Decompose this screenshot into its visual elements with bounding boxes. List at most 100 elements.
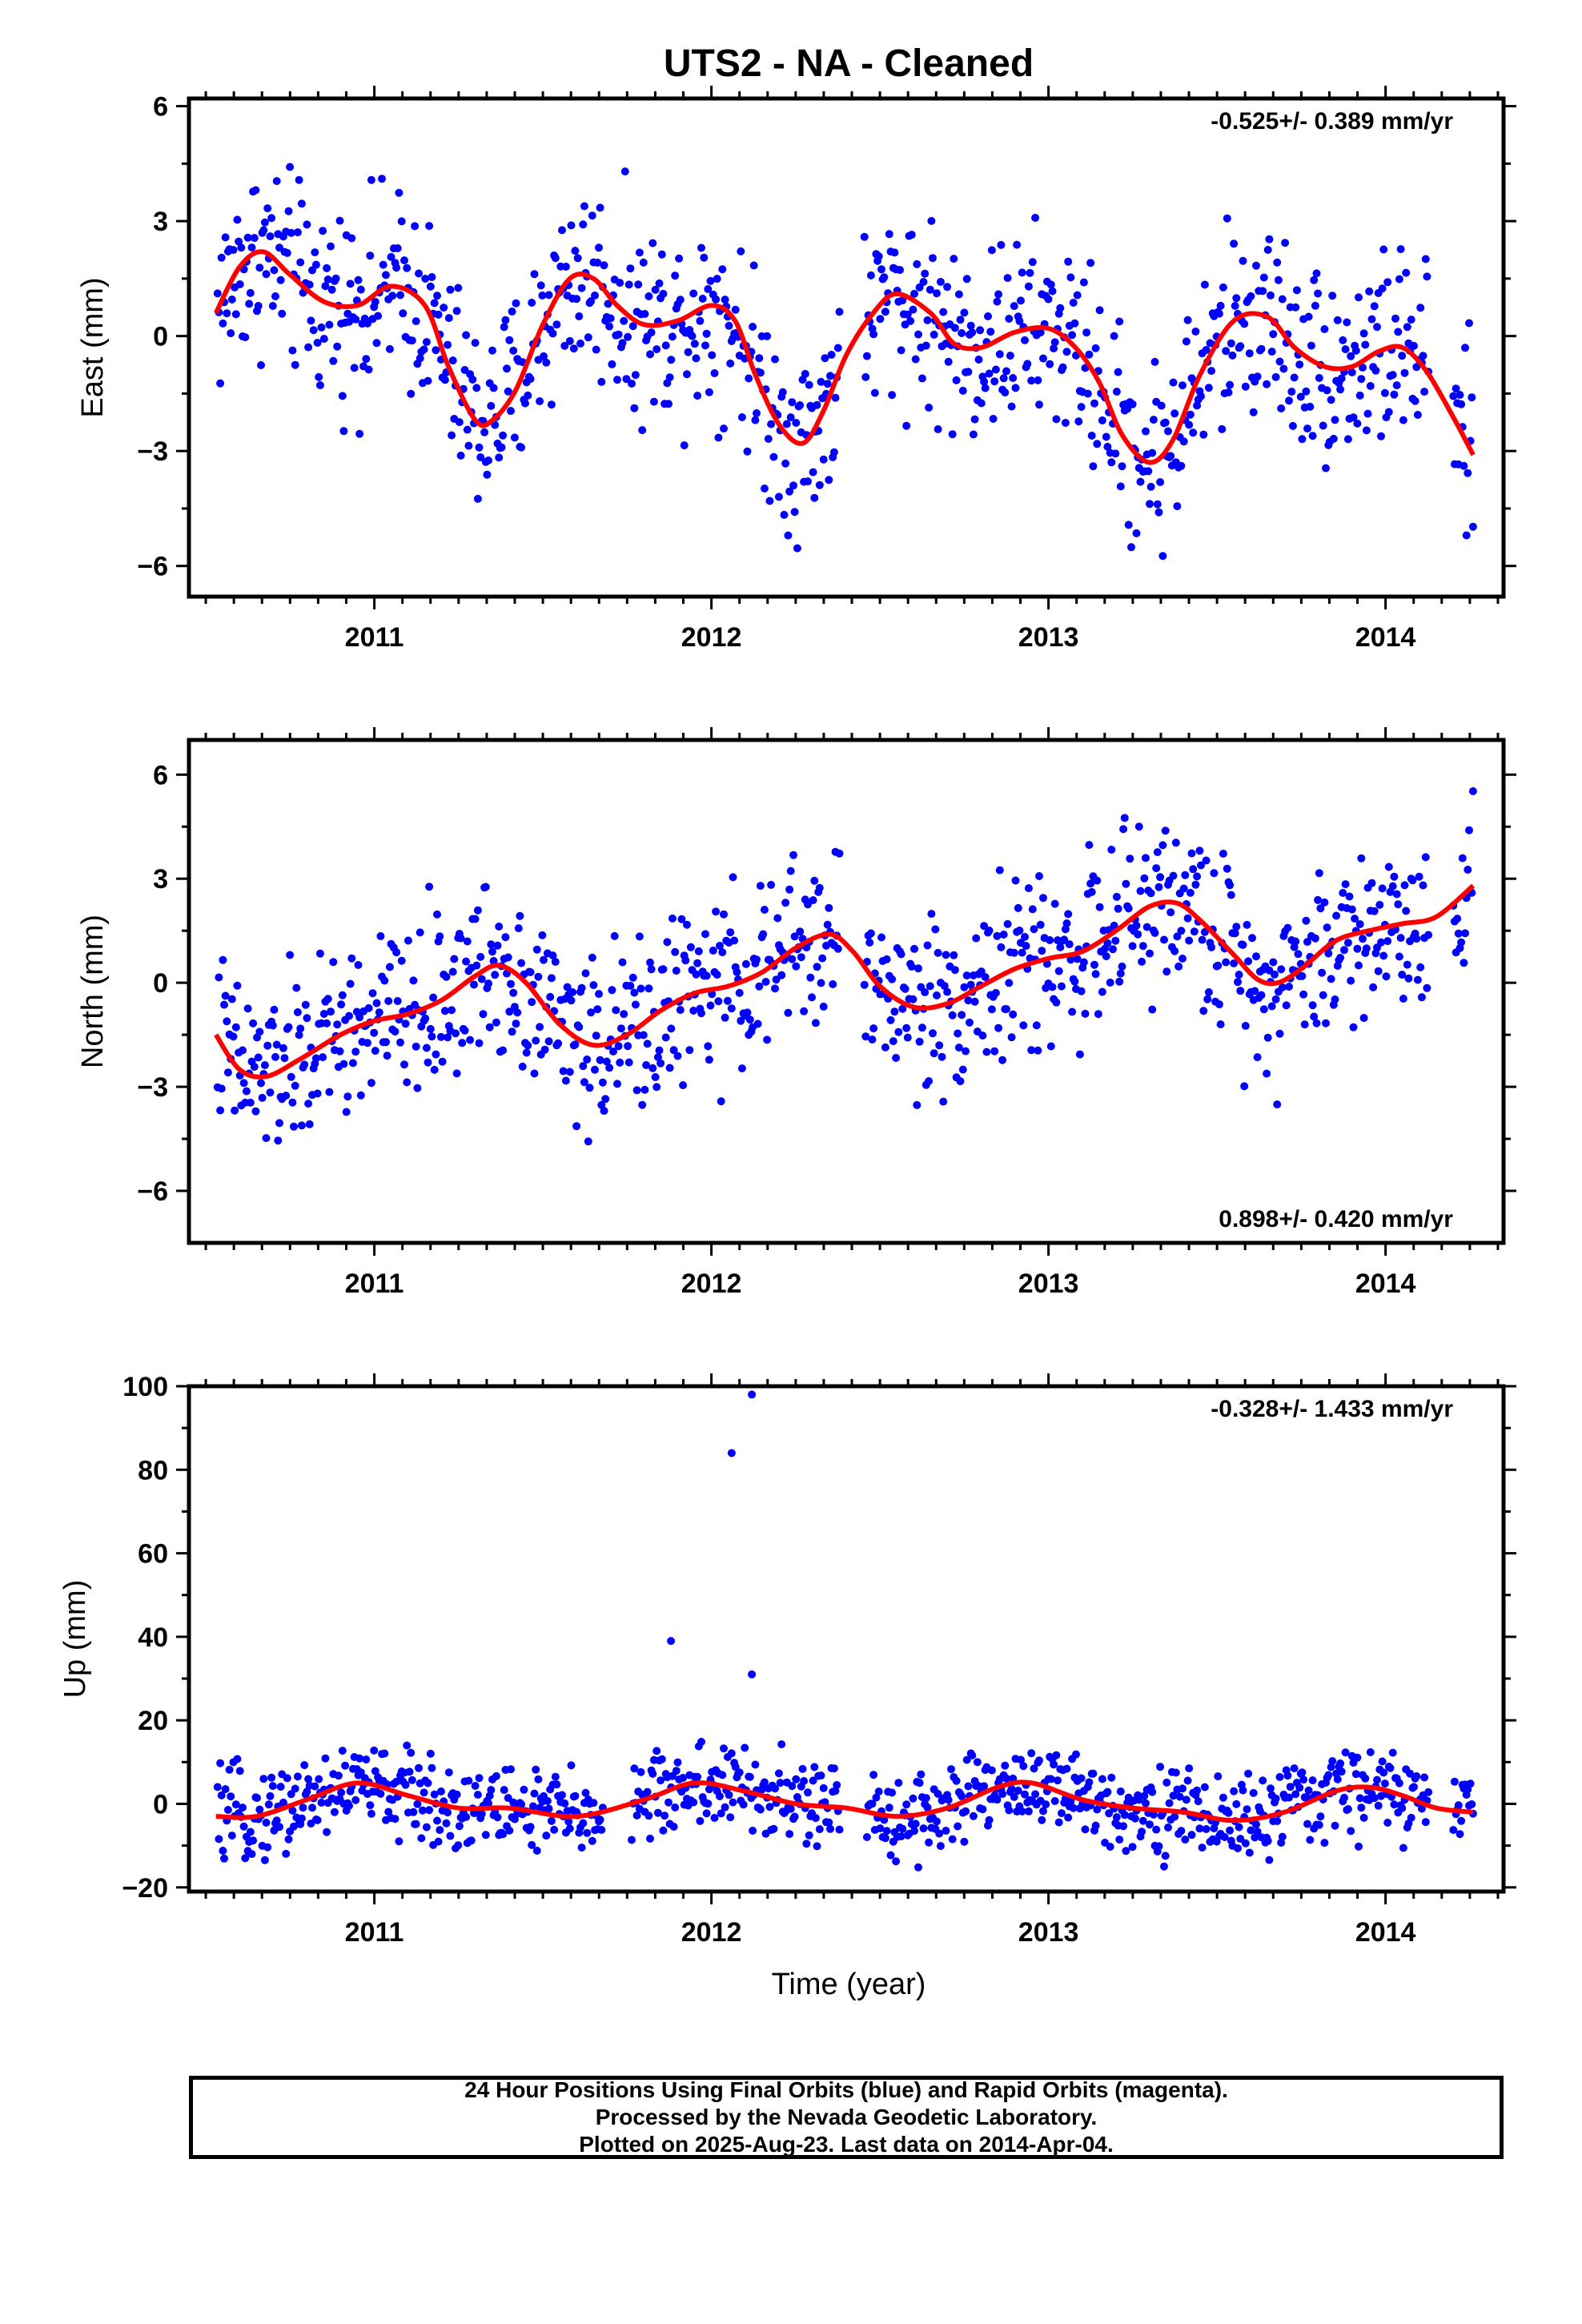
data-point <box>477 975 486 983</box>
data-point <box>355 429 364 438</box>
data-point <box>665 1063 674 1072</box>
data-point <box>1306 1835 1315 1844</box>
data-point <box>1327 1763 1335 1771</box>
data-point <box>1194 1797 1203 1806</box>
data-point <box>1138 942 1147 951</box>
data-point <box>260 1061 269 1070</box>
data-point <box>1085 350 1094 359</box>
data-point <box>663 938 672 947</box>
data-point <box>263 204 272 213</box>
data-point <box>1031 214 1040 222</box>
data-point <box>1095 903 1104 911</box>
data-point <box>572 1122 581 1131</box>
data-point <box>438 1057 447 1066</box>
data-point <box>1052 415 1061 424</box>
data-point <box>1161 1852 1170 1860</box>
data-point <box>914 1863 922 1872</box>
data-point <box>689 1007 698 1015</box>
data-point <box>544 291 553 300</box>
data-point <box>1062 348 1071 356</box>
data-point <box>672 967 681 975</box>
data-point <box>1202 1825 1211 1833</box>
data-point <box>1093 440 1102 448</box>
data-point <box>560 1799 569 1807</box>
data-point <box>789 850 797 859</box>
data-point <box>1234 1844 1242 1852</box>
data-point <box>962 275 971 283</box>
data-point <box>464 441 473 450</box>
data-point <box>909 305 917 314</box>
data-point <box>434 1837 443 1846</box>
data-point <box>367 1079 375 1088</box>
data-point <box>1061 419 1070 427</box>
data-point <box>308 266 316 275</box>
data-point <box>890 248 899 257</box>
data-point <box>266 1791 275 1800</box>
data-point <box>810 493 819 502</box>
data-point <box>1343 435 1352 444</box>
data-point <box>977 399 986 408</box>
data-point <box>227 329 235 338</box>
data-point <box>418 1806 427 1815</box>
data-point <box>375 1008 383 1017</box>
data-point <box>869 330 878 339</box>
data-point <box>1362 944 1371 953</box>
data-point <box>665 373 674 382</box>
data-point <box>275 1823 283 1831</box>
data-point <box>1331 416 1339 424</box>
data-point <box>1410 341 1418 350</box>
data-point <box>303 1014 311 1023</box>
data-point <box>1115 1835 1124 1844</box>
data-point <box>507 1765 515 1774</box>
data-point <box>597 377 606 386</box>
data-point <box>433 1816 441 1825</box>
data-point <box>651 285 660 294</box>
data-point <box>1319 421 1327 430</box>
data-point <box>958 386 967 395</box>
data-point <box>643 1787 652 1796</box>
data-point <box>219 1847 227 1855</box>
data-point <box>455 1822 464 1831</box>
data-point <box>1222 958 1231 967</box>
data-point <box>1181 1835 1190 1844</box>
data-point <box>280 1054 289 1063</box>
data-point <box>725 1791 733 1799</box>
data-point <box>300 1761 309 1770</box>
data-point <box>1383 278 1392 287</box>
data-point <box>1160 935 1168 944</box>
data-point <box>636 984 645 993</box>
data-point <box>216 1759 225 1767</box>
data-point <box>1277 404 1286 412</box>
y-tick-label: −3 <box>137 436 168 467</box>
data-point <box>259 1775 268 1783</box>
data-point <box>338 991 347 999</box>
data-point <box>1210 869 1219 878</box>
data-point <box>1103 939 1112 947</box>
data-point <box>862 352 871 360</box>
data-point <box>503 364 511 373</box>
data-point <box>579 220 588 229</box>
data-point <box>1240 320 1249 328</box>
data-point <box>954 1043 963 1052</box>
data-point <box>592 1031 600 1040</box>
data-point <box>811 1019 820 1027</box>
data-point <box>446 285 455 294</box>
data-point <box>593 259 602 267</box>
data-point <box>1359 1813 1368 1822</box>
data-point <box>756 368 765 377</box>
data-point <box>1195 1824 1204 1833</box>
data-point <box>1392 890 1401 899</box>
data-point <box>1009 374 1018 382</box>
data-point <box>484 456 492 464</box>
data-point <box>931 925 940 934</box>
data-point <box>1058 363 1067 372</box>
data-point <box>1304 312 1313 321</box>
data-point <box>530 1069 539 1078</box>
data-point <box>782 420 791 428</box>
data-point <box>1077 403 1086 412</box>
data-point <box>639 1031 648 1039</box>
data-point <box>998 1790 1007 1799</box>
data-point <box>1018 268 1026 277</box>
data-point <box>579 1819 588 1827</box>
data-point <box>247 243 256 252</box>
